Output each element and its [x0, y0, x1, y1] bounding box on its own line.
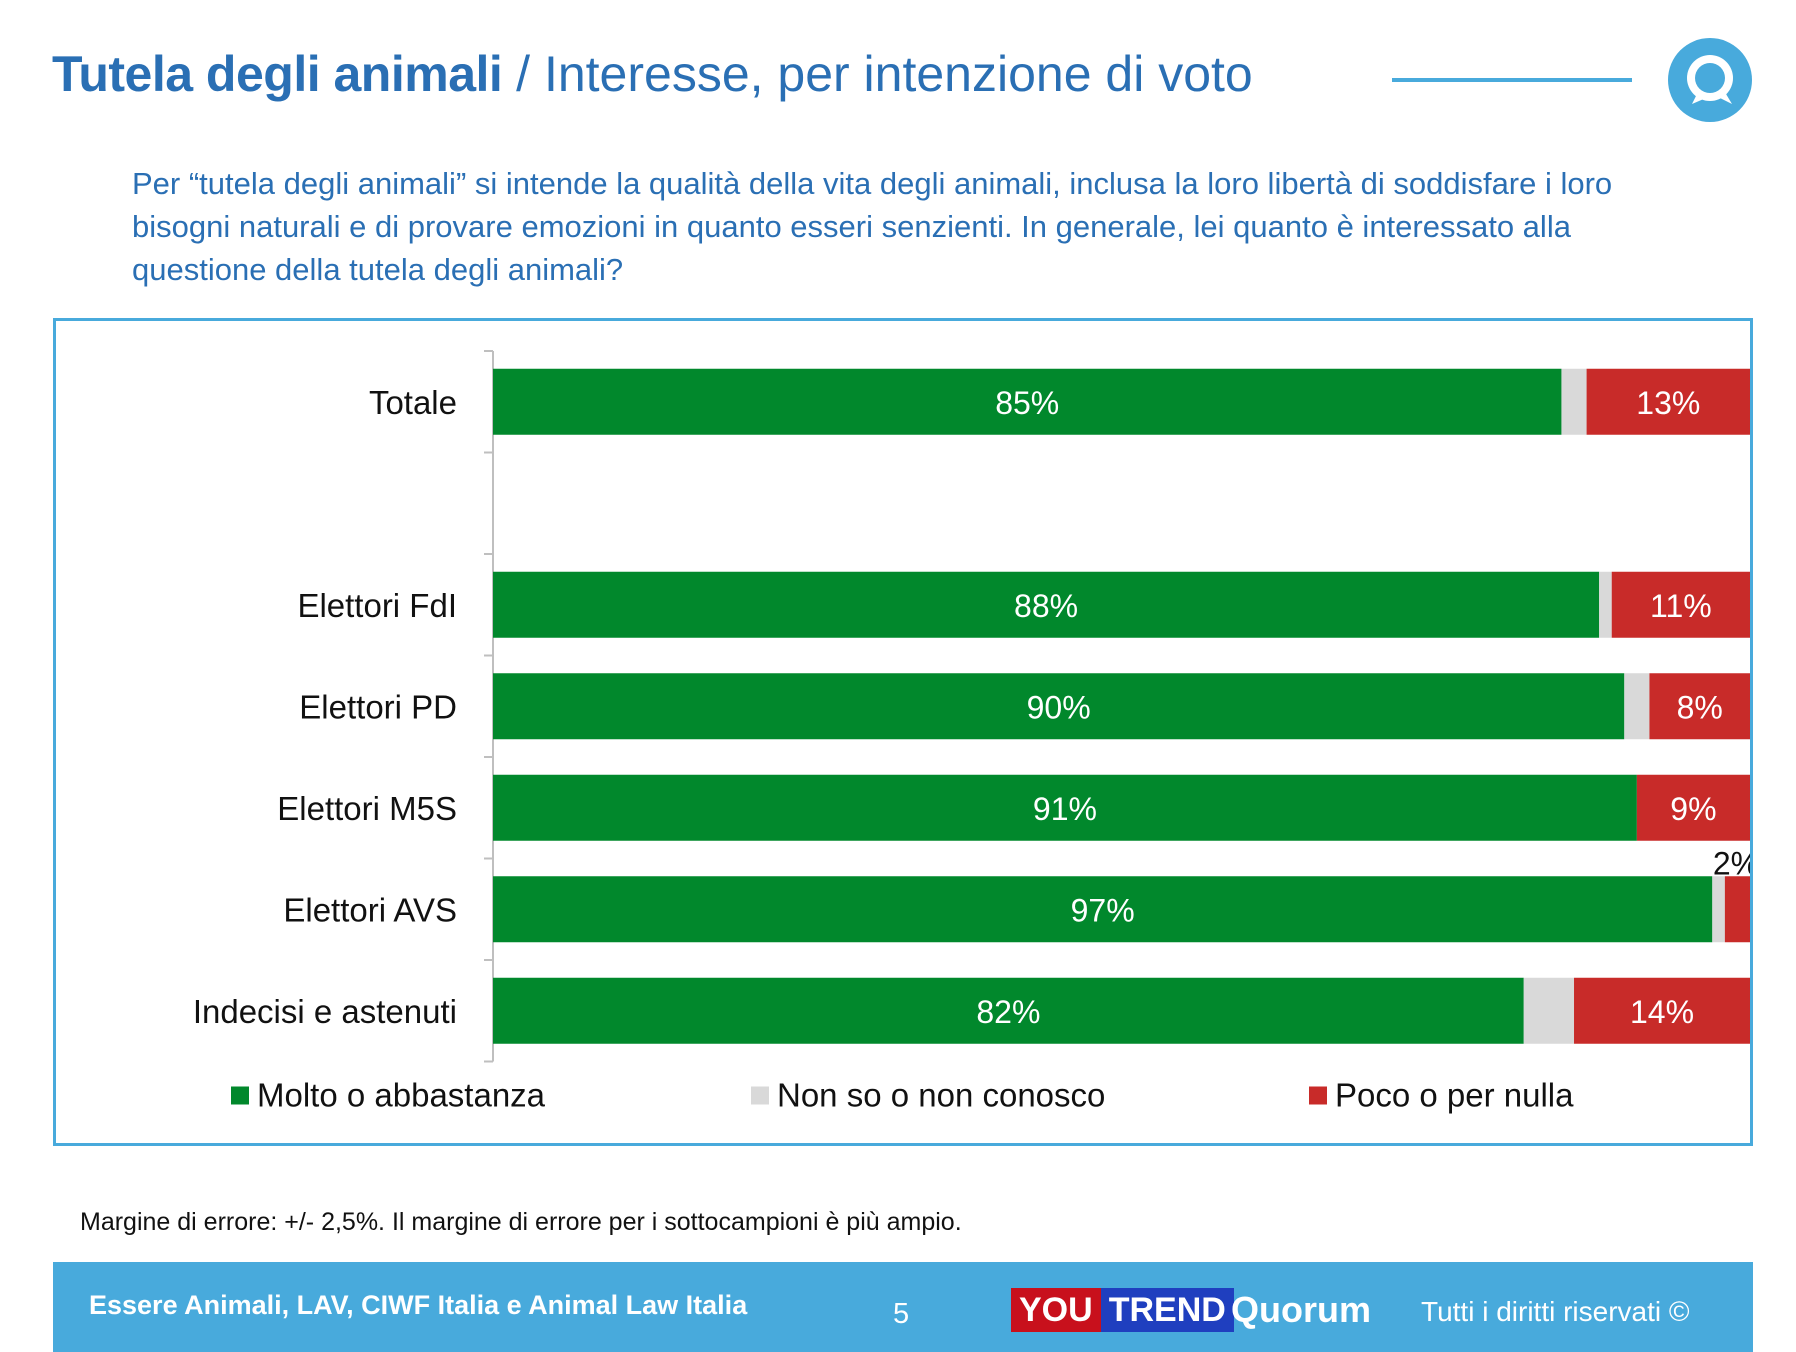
bar-segment: [1624, 673, 1650, 740]
legend-label: Molto o abbastanza: [257, 1077, 546, 1114]
copyright-notice: Tutti i diritti riservati ©: [1421, 1296, 1690, 1327]
legend-swatch: [1309, 1086, 1327, 1105]
data-label: 8%: [1677, 689, 1723, 725]
bar-segment: [1611, 571, 1750, 638]
title-rule: [1392, 78, 1632, 82]
bar-segment: [1561, 368, 1587, 435]
data-label: 91%: [1033, 791, 1097, 827]
bar-segment: [493, 977, 1524, 1044]
category-label: Totale: [369, 384, 457, 421]
legend-swatch: [231, 1086, 249, 1105]
data-label: 14%: [1630, 994, 1694, 1030]
bar-segment: [1649, 673, 1750, 740]
bar-segment: [1586, 368, 1750, 435]
category-label: Elettori M5S: [277, 790, 457, 827]
bar-segment: [493, 368, 1562, 435]
bar-segment: [1712, 876, 1725, 943]
bar-segment: [1724, 876, 1750, 943]
bar-segment: [493, 774, 1637, 841]
data-label: 97%: [1071, 892, 1135, 928]
title-subtitle: / Interesse, per intenzione di voto: [502, 46, 1253, 102]
footer-bar: Essere Animali, LAV, CIWF Italia e Anima…: [53, 1262, 1753, 1352]
stacked-bar-chart: Totale 85% 13% Elettori FdI 88% 11% Elettori P…: [193, 350, 1750, 1114]
title-topic: Tutela degli animali: [52, 46, 503, 102]
legend-swatch: [751, 1086, 769, 1105]
category-label: Elettori AVS: [283, 891, 457, 928]
data-label: 13%: [1636, 385, 1700, 421]
survey-question: Per “tutela degli animali” si intende la…: [132, 166, 1613, 287]
data-label: 2%: [1713, 845, 1750, 881]
data-label: 88%: [1014, 588, 1078, 624]
bar-segment: [1523, 977, 1575, 1044]
quorum-logo-icon: [1668, 38, 1752, 122]
data-label: 9%: [1670, 791, 1716, 827]
data-label: 85%: [995, 385, 1059, 421]
bar-segment: [493, 673, 1625, 740]
bar-segment: [1599, 571, 1612, 638]
bar-segment: [1636, 774, 1750, 841]
category-label: Elettori PD: [299, 688, 457, 725]
page-number: 5: [893, 1298, 910, 1330]
footer-sponsor: Essere Animali, LAV, CIWF Italia e Anima…: [89, 1290, 748, 1320]
data-label: 82%: [976, 994, 1040, 1030]
youtrend-logo-you: YOU: [1011, 1288, 1101, 1332]
chart-frame: Totale 85% 13% Elettori FdI 88% 11% Elettori P…: [53, 318, 1753, 1146]
legend-label: Non so o non conosco: [777, 1077, 1105, 1114]
page-title: Tutela degli animali / Interesse, per in…: [52, 44, 1253, 104]
category-label: Elettori FdI: [297, 587, 457, 624]
margin-of-error-note: Margine di errore: +/- 2,5%. Il margine …: [80, 1208, 962, 1236]
data-label: 90%: [1027, 689, 1091, 725]
bar-segment: [1574, 977, 1750, 1044]
quorum-logo: Quorum: [1231, 1289, 1371, 1330]
data-label: 11%: [1650, 588, 1712, 624]
bar-segment: [493, 876, 1713, 943]
bar-segment: [493, 571, 1600, 638]
category-label: Indecisi e astenuti: [193, 993, 457, 1030]
legend-label: Poco o per nulla: [1335, 1077, 1574, 1114]
youtrend-logo-trend: TREND: [1100, 1288, 1234, 1332]
youtrend-logo: YOU TREND: [1011, 1288, 1234, 1332]
